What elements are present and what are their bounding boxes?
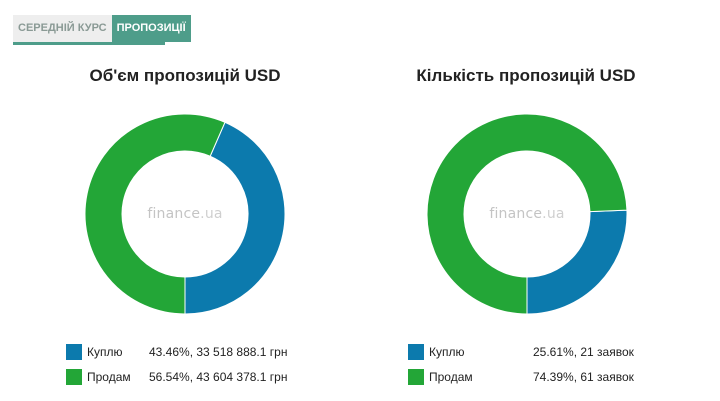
legend-label-buy: Куплю (87, 345, 123, 359)
legend-label-sell: Продам (429, 370, 473, 384)
legend-volume: Куплю 43.46%, 33 518 888.1 грн Продам 56… (66, 343, 326, 393)
legend-item-sell: Продам 56.54%, 43 604 378.1 грн (66, 368, 326, 393)
legend-count: Куплю 25.61%, 21 заявок Продам 74.39%, 6… (408, 343, 668, 393)
donut-slice-sell[interactable] (84, 113, 226, 315)
legend-item-buy: Куплю 43.46%, 33 518 888.1 грн (66, 343, 326, 368)
chart-title-count: Кількість пропозицій USD (416, 66, 636, 85)
legend-swatch-buy (66, 344, 82, 360)
watermark-tld: .ua (200, 206, 223, 222)
tab-underline (13, 42, 165, 45)
donut-slice-buy[interactable] (526, 209, 628, 315)
legend-value-buy: 43.46%, 33 518 888.1 грн (149, 345, 288, 359)
legend-item-buy: Куплю 25.61%, 21 заявок (408, 343, 668, 368)
legend-swatch-sell (66, 369, 82, 385)
legend-value-sell: 56.54%, 43 604 378.1 грн (149, 370, 288, 384)
legend-value-sell: 74.39%, 61 заявок (533, 370, 634, 384)
watermark-logo: finance.ua (467, 206, 587, 222)
legend-label-buy: Куплю (429, 345, 465, 359)
legend-item-sell: Продам 74.39%, 61 заявок (408, 368, 668, 393)
donut-slice-buy[interactable] (184, 121, 286, 315)
chart-title-volume: Об'єм пропозицій USD (89, 66, 281, 85)
tab-offers[interactable]: ПРОПОЗИЦІЇ (111, 15, 191, 42)
watermark-logo: finance.ua (125, 206, 245, 222)
donut-chart-volume (84, 113, 286, 315)
legend-value-buy: 25.61%, 21 заявок (533, 345, 634, 359)
donut-slice-sell[interactable] (426, 113, 628, 315)
tab-average-rate[interactable]: СЕРЕДНІЙ КУРС (13, 15, 112, 42)
watermark-name: finance (489, 206, 543, 222)
watermark-tld: .ua (542, 206, 565, 222)
legend-swatch-sell (408, 369, 424, 385)
watermark-name: finance (147, 206, 201, 222)
legend-swatch-buy (408, 344, 424, 360)
donut-chart-count (426, 113, 628, 315)
tab-bar: СЕРЕДНІЙ КУРС ПРОПОЗИЦІЇ (13, 15, 191, 42)
legend-label-sell: Продам (87, 370, 131, 384)
